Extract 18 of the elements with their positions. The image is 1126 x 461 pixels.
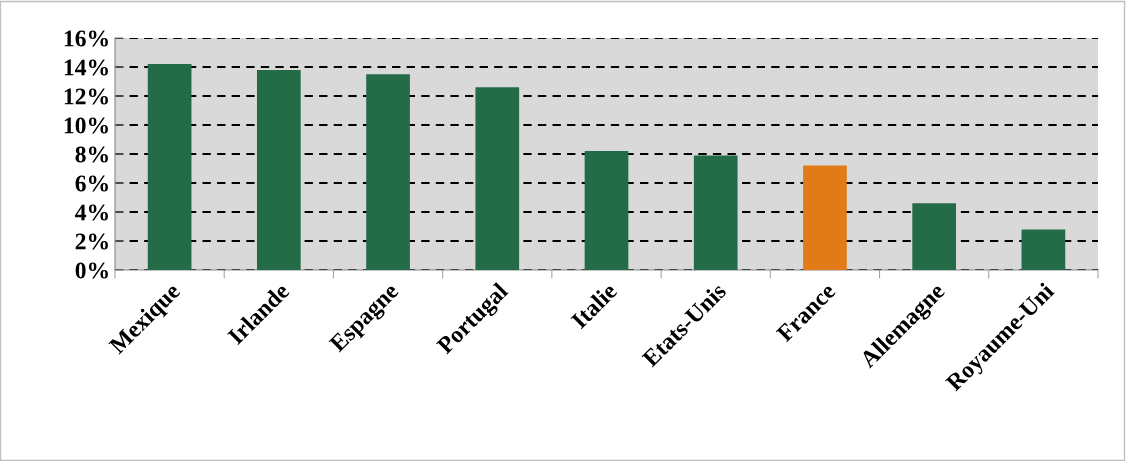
- bar: [584, 151, 629, 270]
- bar: [912, 203, 957, 270]
- y-tick-label: 14%: [64, 59, 108, 76]
- y-tick-label: 12%: [64, 88, 108, 105]
- bar: [366, 74, 410, 270]
- y-tick-label: 6%: [75, 175, 108, 192]
- y-tick-label: 0%: [75, 262, 108, 279]
- y-tick-label: 2%: [75, 233, 108, 250]
- bar: [147, 64, 192, 270]
- bar: [693, 155, 738, 270]
- bar: [256, 69, 301, 270]
- bar: [475, 87, 520, 270]
- y-tick-label: 4%: [75, 204, 108, 221]
- y-tick-label: 10%: [64, 117, 108, 134]
- y-tick-label: 16%: [64, 30, 108, 47]
- bar: [1021, 229, 1066, 270]
- bar: [803, 165, 847, 270]
- y-tick-label: 8%: [75, 146, 108, 163]
